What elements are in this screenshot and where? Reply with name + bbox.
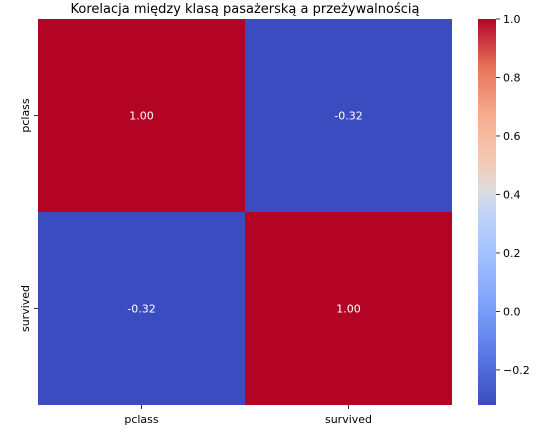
cell-value-label: -0.32 [127, 303, 155, 316]
cell-value-label: 1.00 [336, 303, 361, 316]
colorbar-tick-label: 0.4 [503, 188, 521, 201]
y-axis: pclass survived [19, 98, 38, 332]
heatmap-cells [38, 19, 452, 405]
colorbar-tick-label: 0.0 [503, 305, 521, 318]
colorbar-tick-label: 0.8 [503, 71, 521, 84]
cell-value-label: 1.00 [129, 110, 154, 123]
x-tick-label: survived [325, 413, 372, 426]
heatmap-cell [38, 212, 245, 405]
x-tick-label: pclass [124, 413, 159, 426]
colorbar: −0.2 0.0 0.2 0.4 0.6 0.8 1.0 [478, 13, 530, 405]
colorbar-gradient [478, 19, 496, 405]
colorbar-tick-label: 0.6 [503, 130, 521, 143]
cell-value-label: -0.32 [334, 110, 362, 123]
colorbar-tick-label: 0.2 [503, 247, 521, 260]
colorbar-tick-label: −0.2 [503, 364, 530, 377]
colorbar-tick-label: 1.0 [503, 13, 521, 26]
heatmap-cell [38, 19, 245, 212]
heatmap-cell [245, 19, 452, 212]
x-axis: pclass survived [124, 405, 372, 426]
y-tick-label: pclass [19, 98, 32, 133]
y-tick-label: survived [19, 285, 32, 332]
cell-annotations: 1.00 -0.32 -0.32 1.00 [127, 110, 362, 316]
heatmap-cell [245, 212, 452, 405]
chart-title: Korelacja między klasą pasażerską a prze… [71, 2, 420, 17]
